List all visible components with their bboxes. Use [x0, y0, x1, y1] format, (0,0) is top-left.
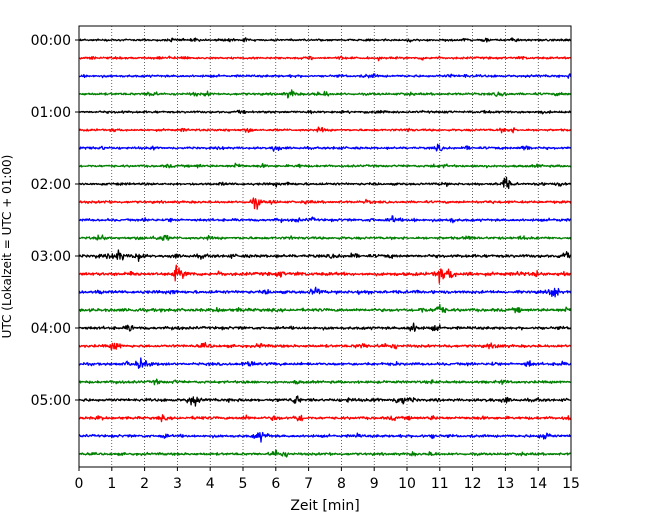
x-tick-label: 3 [173, 476, 182, 492]
y-tick-label: 04:00 [31, 321, 71, 337]
x-tick-label: 0 [75, 476, 84, 492]
x-tick-label: 12 [464, 476, 482, 492]
x-tick-label: 11 [431, 476, 449, 492]
trace-row [78, 73, 572, 79]
trace-row [78, 109, 572, 115]
x-tick-label: 4 [206, 476, 215, 492]
trace-row [78, 322, 572, 332]
x-tick-label: 10 [398, 476, 416, 492]
trace-row [78, 197, 572, 210]
trace-row [78, 449, 572, 458]
plot-frame [78, 25, 572, 468]
y-axis-ticks: 00:00 01:00 02:00 03:00 04:00 05:00 [31, 33, 79, 409]
trace-row [78, 215, 572, 224]
trace-row [78, 378, 572, 386]
x-tick-label: 8 [337, 476, 346, 492]
x-tick-label: 9 [370, 476, 379, 492]
trace-row [78, 55, 572, 62]
x-axis-label: Zeit [min] [290, 498, 359, 514]
y-tick-label: 05:00 [31, 393, 71, 409]
trace-row [78, 303, 572, 314]
trace-row [78, 341, 572, 351]
x-tick-label: 15 [562, 476, 580, 492]
x-tick-label: 13 [496, 476, 514, 492]
y-tick-label: 03:00 [31, 249, 71, 265]
x-axis-ticks: 0 1 2 3 4 5 6 7 8 9 10 11 12 13 14 15 [75, 467, 580, 492]
trace-row [78, 357, 572, 369]
x-tick-label: 6 [271, 476, 280, 492]
trace-row [78, 395, 572, 407]
seismogram-traces [78, 37, 572, 458]
x-tick-label: 7 [304, 476, 313, 492]
y-axis-label: UTC (Lokalzeit = UTC + 01:00) [0, 155, 14, 339]
x-tick-label: 2 [140, 476, 149, 492]
trace-row [78, 264, 572, 284]
trace-row [78, 143, 572, 152]
trace-row [78, 162, 572, 169]
x-tick-label: 14 [529, 476, 547, 492]
trace-row [78, 249, 572, 262]
trace-row [78, 414, 572, 423]
x-tick-label: 5 [239, 476, 248, 492]
trace-row [78, 126, 572, 134]
trace-row [78, 431, 572, 443]
trace-row [78, 286, 572, 298]
y-tick-label: 01:00 [31, 105, 71, 121]
trace-row [78, 89, 572, 99]
trace-row [78, 176, 572, 190]
y-tick-label: 02:00 [31, 177, 71, 193]
trace-row [78, 234, 572, 241]
y-tick-label: 00:00 [31, 33, 71, 49]
x-tick-label: 1 [107, 476, 116, 492]
trace-row [78, 37, 572, 43]
